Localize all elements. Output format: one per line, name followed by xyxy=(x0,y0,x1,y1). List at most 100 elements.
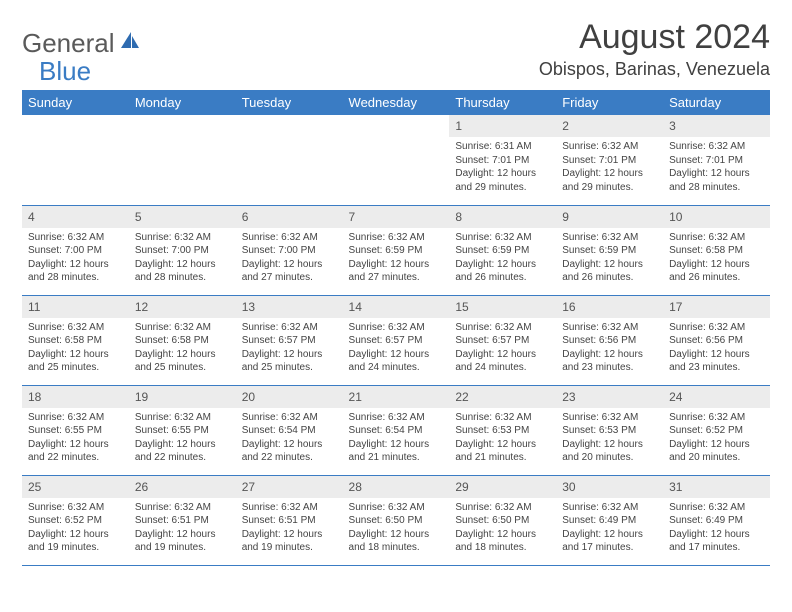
calendar-row: 25Sunrise: 6:32 AMSunset: 6:52 PMDayligh… xyxy=(22,475,770,565)
daylight-text: Daylight: 12 hours and 18 minutes. xyxy=(349,528,444,555)
calendar-cell: 23Sunrise: 6:32 AMSunset: 6:53 PMDayligh… xyxy=(556,385,663,475)
calendar-cell: 24Sunrise: 6:32 AMSunset: 6:52 PMDayligh… xyxy=(663,385,770,475)
daylight-text: Daylight: 12 hours and 21 minutes. xyxy=(349,438,444,465)
daylight-text: Daylight: 12 hours and 19 minutes. xyxy=(242,528,337,555)
calendar-cell: 30Sunrise: 6:32 AMSunset: 6:49 PMDayligh… xyxy=(556,475,663,565)
day-body: Sunrise: 6:32 AMSunset: 6:51 PMDaylight:… xyxy=(129,498,236,559)
daylight-text: Daylight: 12 hours and 22 minutes. xyxy=(28,438,123,465)
day-number: 2 xyxy=(556,115,663,137)
sunrise-text: Sunrise: 6:32 AM xyxy=(562,501,657,515)
calendar-cell: 22Sunrise: 6:32 AMSunset: 6:53 PMDayligh… xyxy=(449,385,556,475)
daylight-text: Daylight: 12 hours and 24 minutes. xyxy=(455,348,550,375)
day-header: Saturday xyxy=(663,90,770,115)
sunset-text: Sunset: 6:57 PM xyxy=(455,334,550,348)
sunrise-text: Sunrise: 6:32 AM xyxy=(349,321,444,335)
daylight-text: Daylight: 12 hours and 29 minutes. xyxy=(562,167,657,194)
day-body: Sunrise: 6:32 AMSunset: 6:51 PMDaylight:… xyxy=(236,498,343,559)
daylight-text: Daylight: 12 hours and 28 minutes. xyxy=(669,167,764,194)
sunrise-text: Sunrise: 6:32 AM xyxy=(349,501,444,515)
day-body: Sunrise: 6:32 AMSunset: 7:00 PMDaylight:… xyxy=(236,228,343,289)
day-header: Sunday xyxy=(22,90,129,115)
calendar-body: 1Sunrise: 6:31 AMSunset: 7:01 PMDaylight… xyxy=(22,115,770,565)
day-header: Thursday xyxy=(449,90,556,115)
day-number: 27 xyxy=(236,476,343,498)
day-number: 11 xyxy=(22,296,129,318)
daylight-text: Daylight: 12 hours and 22 minutes. xyxy=(135,438,230,465)
sunrise-text: Sunrise: 6:32 AM xyxy=(242,231,337,245)
calendar-cell: 6Sunrise: 6:32 AMSunset: 7:00 PMDaylight… xyxy=(236,205,343,295)
day-number: 26 xyxy=(129,476,236,498)
daylight-text: Daylight: 12 hours and 27 minutes. xyxy=(242,258,337,285)
logo-text-blue-wrap: Blue xyxy=(39,56,91,87)
day-number: 4 xyxy=(22,206,129,228)
sunrise-text: Sunrise: 6:32 AM xyxy=(562,231,657,245)
sail-icon xyxy=(119,30,141,57)
logo: General xyxy=(22,18,143,59)
calendar-cell: 29Sunrise: 6:32 AMSunset: 6:50 PMDayligh… xyxy=(449,475,556,565)
sunrise-text: Sunrise: 6:32 AM xyxy=(669,321,764,335)
calendar-cell: 2Sunrise: 6:32 AMSunset: 7:01 PMDaylight… xyxy=(556,115,663,205)
sunrise-text: Sunrise: 6:32 AM xyxy=(669,501,764,515)
day-number: 25 xyxy=(22,476,129,498)
sunrise-text: Sunrise: 6:32 AM xyxy=(135,501,230,515)
day-body: Sunrise: 6:32 AMSunset: 7:01 PMDaylight:… xyxy=(663,137,770,198)
sunset-text: Sunset: 6:50 PM xyxy=(455,514,550,528)
calendar-cell: 8Sunrise: 6:32 AMSunset: 6:59 PMDaylight… xyxy=(449,205,556,295)
daylight-text: Daylight: 12 hours and 26 minutes. xyxy=(562,258,657,285)
day-body: Sunrise: 6:32 AMSunset: 6:58 PMDaylight:… xyxy=(663,228,770,289)
sunset-text: Sunset: 6:54 PM xyxy=(242,424,337,438)
sunrise-text: Sunrise: 6:32 AM xyxy=(135,411,230,425)
calendar-head: SundayMondayTuesdayWednesdayThursdayFrid… xyxy=(22,90,770,115)
daylight-text: Daylight: 12 hours and 25 minutes. xyxy=(242,348,337,375)
calendar-cell: 1Sunrise: 6:31 AMSunset: 7:01 PMDaylight… xyxy=(449,115,556,205)
day-header-row: SundayMondayTuesdayWednesdayThursdayFrid… xyxy=(22,90,770,115)
sunrise-text: Sunrise: 6:32 AM xyxy=(455,321,550,335)
day-body: Sunrise: 6:32 AMSunset: 6:52 PMDaylight:… xyxy=(22,498,129,559)
day-header: Monday xyxy=(129,90,236,115)
daylight-text: Daylight: 12 hours and 24 minutes. xyxy=(349,348,444,375)
day-number: 19 xyxy=(129,386,236,408)
calendar-cell: 12Sunrise: 6:32 AMSunset: 6:58 PMDayligh… xyxy=(129,295,236,385)
daylight-text: Daylight: 12 hours and 19 minutes. xyxy=(135,528,230,555)
sunset-text: Sunset: 6:49 PM xyxy=(562,514,657,528)
calendar-cell: 16Sunrise: 6:32 AMSunset: 6:56 PMDayligh… xyxy=(556,295,663,385)
day-body: Sunrise: 6:32 AMSunset: 6:59 PMDaylight:… xyxy=(343,228,450,289)
sunset-text: Sunset: 6:55 PM xyxy=(135,424,230,438)
sunrise-text: Sunrise: 6:32 AM xyxy=(455,411,550,425)
sunset-text: Sunset: 6:58 PM xyxy=(135,334,230,348)
day-body: Sunrise: 6:32 AMSunset: 6:50 PMDaylight:… xyxy=(449,498,556,559)
daylight-text: Daylight: 12 hours and 17 minutes. xyxy=(562,528,657,555)
calendar-cell xyxy=(22,115,129,205)
day-number: 10 xyxy=(663,206,770,228)
sunset-text: Sunset: 7:01 PM xyxy=(455,154,550,168)
day-body: Sunrise: 6:32 AMSunset: 7:00 PMDaylight:… xyxy=(22,228,129,289)
day-body: Sunrise: 6:32 AMSunset: 7:01 PMDaylight:… xyxy=(556,137,663,198)
sunset-text: Sunset: 6:52 PM xyxy=(28,514,123,528)
day-header: Wednesday xyxy=(343,90,450,115)
sunset-text: Sunset: 6:59 PM xyxy=(562,244,657,258)
daylight-text: Daylight: 12 hours and 18 minutes. xyxy=(455,528,550,555)
calendar-cell: 13Sunrise: 6:32 AMSunset: 6:57 PMDayligh… xyxy=(236,295,343,385)
calendar-cell xyxy=(343,115,450,205)
sunset-text: Sunset: 6:49 PM xyxy=(669,514,764,528)
location: Obispos, Barinas, Venezuela xyxy=(539,59,770,80)
daylight-text: Daylight: 12 hours and 25 minutes. xyxy=(28,348,123,375)
day-number: 29 xyxy=(449,476,556,498)
day-number: 21 xyxy=(343,386,450,408)
daylight-text: Daylight: 12 hours and 20 minutes. xyxy=(562,438,657,465)
day-number: 5 xyxy=(129,206,236,228)
day-number: 6 xyxy=(236,206,343,228)
day-number: 9 xyxy=(556,206,663,228)
sunset-text: Sunset: 6:52 PM xyxy=(669,424,764,438)
day-body: Sunrise: 6:32 AMSunset: 6:52 PMDaylight:… xyxy=(663,408,770,469)
daylight-text: Daylight: 12 hours and 28 minutes. xyxy=(135,258,230,285)
day-number: 13 xyxy=(236,296,343,318)
sunrise-text: Sunrise: 6:32 AM xyxy=(28,501,123,515)
day-body: Sunrise: 6:32 AMSunset: 6:59 PMDaylight:… xyxy=(449,228,556,289)
daylight-text: Daylight: 12 hours and 23 minutes. xyxy=(562,348,657,375)
day-header: Friday xyxy=(556,90,663,115)
day-body: Sunrise: 6:32 AMSunset: 6:56 PMDaylight:… xyxy=(556,318,663,379)
daylight-text: Daylight: 12 hours and 28 minutes. xyxy=(28,258,123,285)
sunrise-text: Sunrise: 6:32 AM xyxy=(135,321,230,335)
calendar-cell: 27Sunrise: 6:32 AMSunset: 6:51 PMDayligh… xyxy=(236,475,343,565)
